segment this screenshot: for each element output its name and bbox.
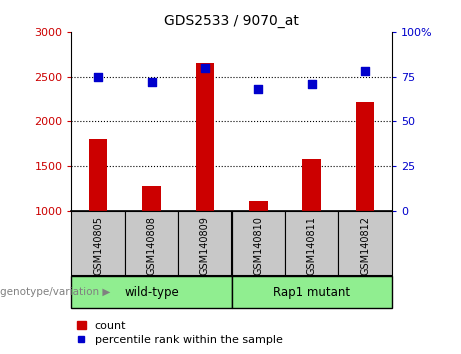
Bar xyxy=(125,211,178,276)
Text: GSM140810: GSM140810 xyxy=(254,216,263,275)
Bar xyxy=(231,276,392,308)
Text: GSM140805: GSM140805 xyxy=(93,216,103,275)
Point xyxy=(254,86,262,92)
Bar xyxy=(142,187,161,211)
Text: GSM140811: GSM140811 xyxy=(307,216,317,275)
Text: Rap1 mutant: Rap1 mutant xyxy=(273,286,350,298)
Text: genotype/variation ▶: genotype/variation ▶ xyxy=(0,287,110,297)
Text: GSM140808: GSM140808 xyxy=(147,216,157,275)
Legend: count, percentile rank within the sample: count, percentile rank within the sample xyxy=(77,321,283,345)
Text: GSM140809: GSM140809 xyxy=(200,216,210,275)
Point xyxy=(148,79,155,85)
Title: GDS2533 / 9070_at: GDS2533 / 9070_at xyxy=(164,14,299,28)
Bar xyxy=(249,201,268,211)
Bar xyxy=(356,102,374,211)
Bar xyxy=(178,211,231,276)
Bar xyxy=(89,139,107,211)
Point xyxy=(95,74,102,79)
Bar xyxy=(302,159,321,211)
Text: GSM140812: GSM140812 xyxy=(360,216,370,275)
Bar xyxy=(338,211,392,276)
Bar xyxy=(285,211,338,276)
Point xyxy=(308,81,315,86)
Text: wild-type: wild-type xyxy=(124,286,179,298)
Bar xyxy=(231,211,285,276)
Bar xyxy=(71,211,125,276)
Point xyxy=(201,65,209,70)
Point xyxy=(361,68,369,74)
Bar xyxy=(195,63,214,211)
Bar xyxy=(71,276,231,308)
